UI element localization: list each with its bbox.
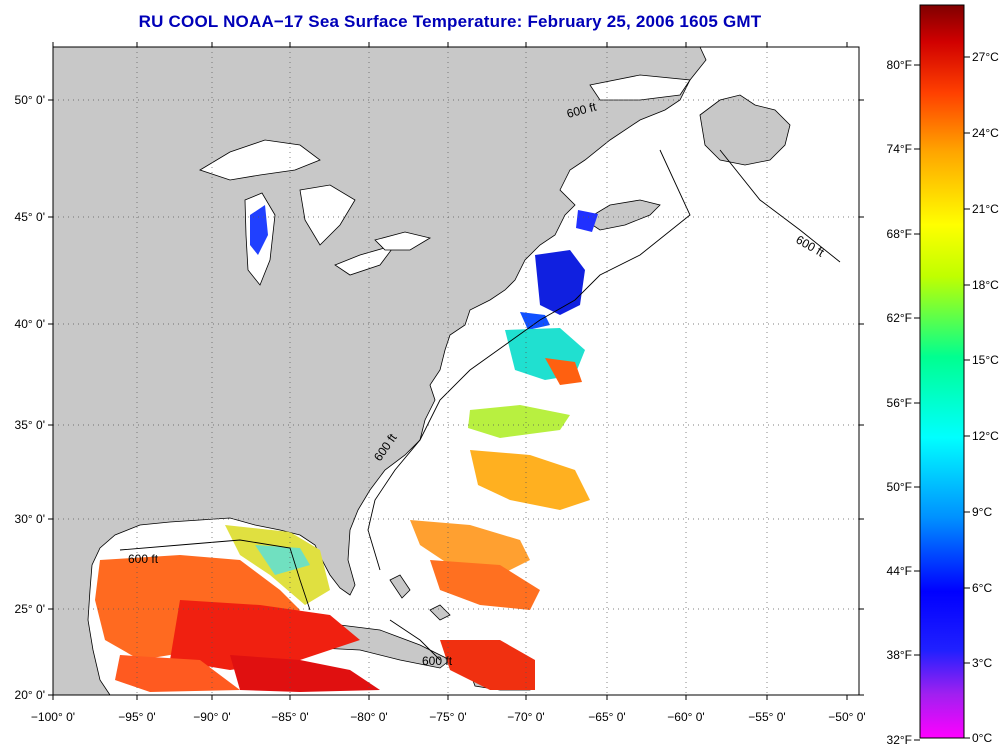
map-border bbox=[52, 46, 860, 696]
sst-data bbox=[95, 205, 598, 692]
fahrenheit-label: 50°F bbox=[887, 480, 912, 494]
isobath-600ft bbox=[119, 149, 841, 661]
colorbar-gradient bbox=[919, 4, 965, 739]
fahrenheit-label: 74°F bbox=[887, 142, 912, 156]
lon-label: −80° 0' bbox=[350, 710, 387, 724]
fahrenheit-label: 32°F bbox=[887, 733, 912, 747]
fahrenheit-label: 38°F bbox=[887, 648, 912, 662]
lat-label: 50° 0' bbox=[15, 93, 45, 107]
lon-label: −55° 0' bbox=[748, 710, 785, 724]
celsius-label: 18°C bbox=[972, 278, 999, 292]
lat-label: 40° 0' bbox=[15, 317, 45, 331]
lon-label: −100° 0' bbox=[31, 710, 75, 724]
fahrenheit-scale: 80°F 74°F 68°F 62°F 56°F 50°F 44°F 38°F 32°F bbox=[887, 58, 920, 747]
longitude-labels: −100° 0' −95° 0' −90° 0' −85° 0' −80° 0' −75°… bbox=[31, 42, 866, 724]
celsius-label: 3°C bbox=[972, 656, 992, 670]
lat-label: 20° 0' bbox=[15, 688, 45, 702]
graticule bbox=[53, 47, 859, 695]
lat-label: 45° 0' bbox=[15, 210, 45, 224]
lon-label: −65° 0' bbox=[588, 710, 625, 724]
celsius-scale: 27°C 24°C 21°C 18°C 15°C 12°C 9°C 6°C 3°C 0°C bbox=[964, 50, 999, 745]
lon-label: −70° 0' bbox=[507, 710, 544, 724]
celsius-label: 21°C bbox=[972, 202, 999, 216]
celsius-label: 9°C bbox=[972, 505, 992, 519]
latitude-labels: 50° 0' 45° 0' 40° 0' 35° 0' 30° 0' 25° 0' 20° … bbox=[15, 93, 864, 702]
fahrenheit-label: 44°F bbox=[887, 564, 912, 578]
fahrenheit-label: 62°F bbox=[887, 311, 912, 325]
lon-label: −60° 0' bbox=[667, 710, 704, 724]
celsius-label: 0°C bbox=[972, 731, 992, 745]
isobath-label: 600 ft bbox=[422, 654, 453, 668]
fahrenheit-label: 68°F bbox=[887, 227, 912, 241]
lon-label: −90° 0' bbox=[193, 710, 230, 724]
colorbar: 80°F 74°F 68°F 62°F 56°F 50°F 44°F 38°F 32°F 27°… bbox=[887, 4, 999, 747]
lon-label: −95° 0' bbox=[118, 710, 155, 724]
map-frame: 600 ft 600 ft 600 ft 600 ft 600 ft bbox=[52, 46, 860, 696]
celsius-label: 27°C bbox=[972, 50, 999, 64]
lat-label: 30° 0' bbox=[15, 512, 45, 526]
isobath-label: 600 ft bbox=[128, 552, 159, 566]
celsius-label: 15°C bbox=[972, 353, 999, 367]
map-title: RU COOL NOAA−17 Sea Surface Temperature:… bbox=[138, 12, 762, 31]
lon-label: −85° 0' bbox=[271, 710, 308, 724]
lon-label: −75° 0' bbox=[429, 710, 466, 724]
celsius-label: 24°C bbox=[972, 126, 999, 140]
celsius-label: 12°C bbox=[972, 429, 999, 443]
lon-label: −50° 0' bbox=[828, 710, 865, 724]
fahrenheit-label: 56°F bbox=[887, 396, 912, 410]
celsius-label: 6°C bbox=[972, 581, 992, 595]
lat-label: 25° 0' bbox=[15, 602, 45, 616]
fahrenheit-label: 80°F bbox=[887, 58, 912, 72]
lat-label: 35° 0' bbox=[15, 418, 45, 432]
